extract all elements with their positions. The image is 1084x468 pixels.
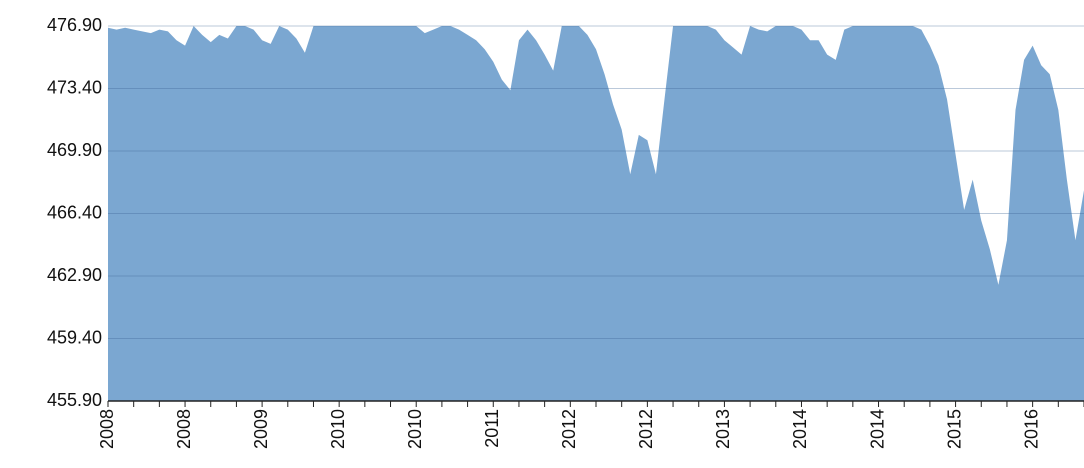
- y-tick-label: 455.90: [47, 390, 102, 410]
- y-tick-label: 462.90: [47, 265, 102, 285]
- x-tick-label: 2008: [97, 409, 117, 449]
- x-tick-label: 2014: [867, 409, 887, 449]
- x-tick-label: 2013: [713, 409, 733, 449]
- x-tick-label: 2010: [328, 409, 348, 449]
- y-tick-label: 459.40: [47, 327, 102, 347]
- x-tick-label: 2009: [251, 409, 271, 449]
- y-tick-label: 476.90: [47, 15, 102, 35]
- x-tick-label: 2008: [174, 409, 194, 449]
- x-tick-label: 2014: [790, 409, 810, 449]
- x-tick-label: 2010: [405, 409, 425, 449]
- x-tick-label: 2011: [482, 409, 502, 448]
- x-tick-label: 2015: [944, 409, 964, 449]
- y-tick-label: 469.90: [47, 140, 102, 160]
- x-tick-label: 2016: [1021, 409, 1041, 449]
- y-tick-label: 473.40: [47, 77, 102, 97]
- y-tick-label: 466.40: [47, 202, 102, 222]
- x-tick-label: 2012: [636, 409, 656, 449]
- area: [108, 26, 1084, 401]
- x-tick-label: 2012: [559, 409, 579, 449]
